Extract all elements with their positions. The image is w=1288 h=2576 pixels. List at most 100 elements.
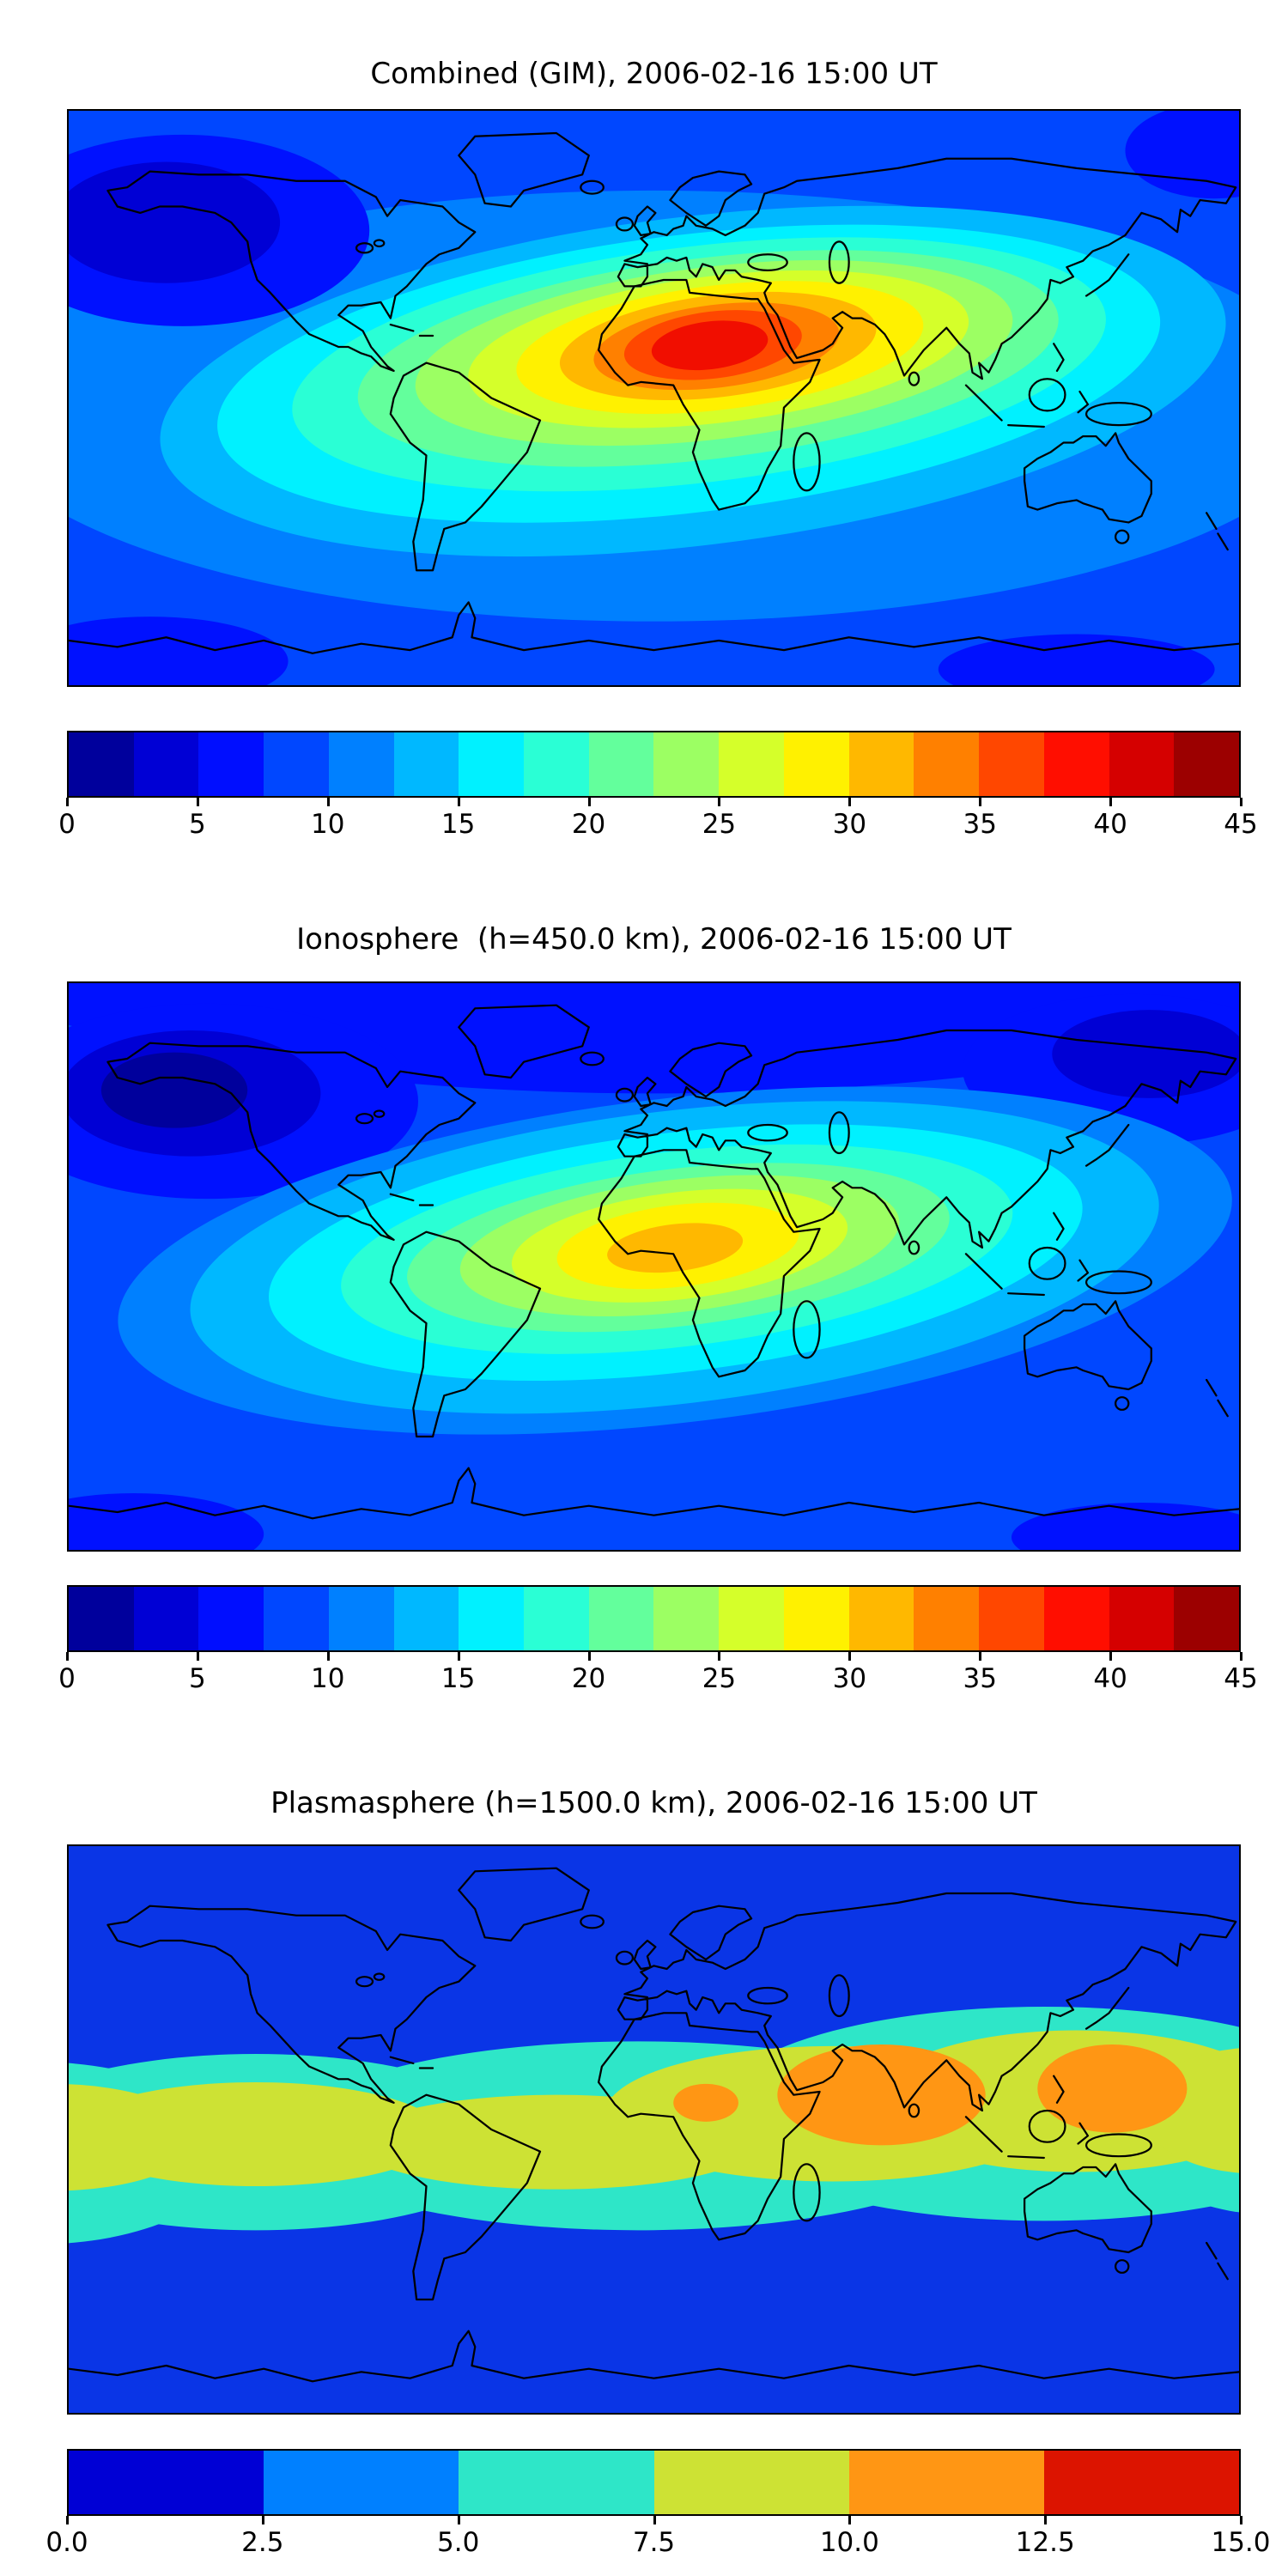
colorbar-segment — [914, 1587, 980, 1650]
colorbar-tick-mark — [1044, 2516, 1048, 2524]
colorbar-tick-mark — [1240, 798, 1242, 806]
map-combined-gim — [67, 109, 1241, 687]
colorbar-segment — [264, 1587, 329, 1650]
colorbar-tick-mark — [718, 1652, 721, 1661]
colorbar-combined-gim — [67, 731, 1241, 798]
equatorial-anomaly-contours — [160, 205, 1226, 557]
colorbar-tick-mark — [653, 2516, 656, 2524]
colorbar-tick-label: 35 — [963, 809, 997, 840]
colorbar-segment — [459, 2451, 654, 2514]
map-plasmasphere — [67, 1844, 1241, 2415]
colorbar-segment — [198, 1587, 264, 1650]
colorbar-tick-mark — [196, 798, 199, 806]
colorbar-segment — [393, 732, 459, 796]
colorbar-segment — [69, 732, 134, 796]
colorbar-tick-label: 25 — [702, 1663, 737, 1694]
colorbar-tick-label: 0 — [58, 809, 76, 840]
colorbar-tick-mark — [326, 1652, 330, 1661]
colorbar-tick-label: 15.0 — [1211, 2527, 1271, 2558]
colorbar-segment — [1043, 2451, 1240, 2514]
colorbar-segment — [1109, 1587, 1175, 1650]
colorbar-tick-mark — [66, 2516, 69, 2524]
colorbar-tick-mark — [196, 1652, 199, 1661]
colorbar-segment — [783, 732, 849, 796]
colorbar-segment — [1043, 732, 1109, 796]
colorbar-segment — [848, 2451, 1044, 2514]
panel-title: Plasmasphere (h=1500.0 km), 2006-02-16 1… — [270, 1786, 1037, 1820]
colorbar-tick-mark — [326, 798, 330, 806]
colorbar-segment — [69, 2451, 264, 2514]
colorbar-tick-mark — [66, 1652, 69, 1661]
colorbar-tick-mark — [848, 1652, 852, 1661]
colorbar-segment — [653, 732, 720, 796]
colorbar-tick-mark — [979, 1652, 982, 1661]
colorbar-segment — [264, 2451, 459, 2514]
colorbar-tick-label: 35 — [963, 1663, 997, 1694]
colorbar-tick-label: 7.5 — [632, 2527, 676, 2558]
colorbar-segment — [848, 732, 914, 796]
colorbar-segment — [524, 1587, 589, 1650]
colorbar-tick-label: 45 — [1224, 1663, 1258, 1694]
colorbar-segment — [979, 1587, 1044, 1650]
colorbar-tick-label: 10.0 — [819, 2527, 879, 2558]
colorbar-tick-label: 45 — [1224, 809, 1258, 840]
colorbar-tick-mark — [587, 798, 591, 806]
colorbar-segment — [719, 1587, 784, 1650]
colorbar-segment — [588, 732, 654, 796]
colorbar-segment — [653, 2451, 849, 2514]
colorbar-tick-label: 40 — [1093, 809, 1127, 840]
map-svg — [69, 111, 1239, 685]
colorbar-segment — [69, 1587, 134, 1650]
colorbar-tick-mark — [66, 798, 69, 806]
colorbar-tick-mark — [1240, 2516, 1242, 2524]
panel-title: Ionosphere (h=450.0 km), 2006-02-16 15:0… — [296, 922, 1012, 957]
colorbar-ticks-ionosphere: 0 5 10 15 20 25 30 35 40 45 — [58, 1652, 1258, 1707]
colorbar-tick-mark — [457, 798, 460, 806]
colorbar-ticks-plasmasphere: 0.0 2.5 5.0 7.5 10.0 12.5 15.0 — [46, 2516, 1271, 2571]
colorbar-tick-mark — [457, 2516, 460, 2524]
plasmasphere-maxima — [673, 2044, 1188, 2146]
colorbar-segment — [653, 1587, 720, 1650]
colorbar-segment — [133, 1587, 199, 1650]
panel-title: Combined (GIM), 2006-02-16 15:00 UT — [370, 57, 938, 91]
colorbar-tick-label: 40 — [1093, 1663, 1127, 1694]
contour-fill-layer — [69, 111, 1239, 685]
colorbar-tick-mark — [457, 1652, 460, 1661]
colorbar-segment — [914, 732, 980, 796]
colorbar-tick-label: 30 — [832, 809, 867, 840]
colorbar-plasmasphere — [67, 2449, 1241, 2516]
colorbar-tick-mark — [1109, 798, 1113, 806]
equatorial-anomaly-contours — [118, 1086, 1232, 1435]
map-ionosphere — [67, 981, 1241, 1552]
colorbar-segment — [264, 732, 329, 796]
colorbar-tick-mark — [261, 2516, 264, 2524]
colorbar-segment — [198, 732, 264, 796]
colorbar-tick-label: 30 — [832, 1663, 867, 1694]
colorbar-segment — [1109, 732, 1175, 796]
colorbar-segment — [133, 732, 199, 796]
contour-fill-layer — [69, 1846, 1239, 2413]
colorbar-tick-label: 15 — [440, 809, 476, 840]
colorbar-tick-label: 5.0 — [437, 2527, 480, 2558]
colorbar-tick-label: 20 — [571, 1663, 606, 1694]
colorbar-tick-label: 25 — [702, 809, 737, 840]
colorbar-tick-mark — [979, 798, 982, 806]
colorbar-segment — [459, 1587, 525, 1650]
colorbar-tick-mark — [1109, 1652, 1113, 1661]
colorbar-segment — [588, 1587, 654, 1650]
colorbar-tick-label: 12.5 — [1015, 2527, 1075, 2558]
colorbar-tick-label: 0.0 — [46, 2527, 88, 2558]
colorbar-tick-label: 20 — [571, 809, 606, 840]
colorbar-segment — [979, 732, 1044, 796]
colorbar-segment — [1043, 1587, 1109, 1650]
colorbar-tick-label: 5 — [189, 1663, 206, 1694]
colorbar-tick-label: 2.5 — [241, 2527, 284, 2558]
colorbar-segment — [393, 1587, 459, 1650]
colorbar-segment — [1174, 1587, 1239, 1650]
colorbar-tick-mark — [848, 798, 852, 806]
colorbar-segment — [1174, 732, 1239, 796]
colorbar-tick-label: 0 — [58, 1663, 76, 1694]
colorbar-segment — [459, 732, 525, 796]
contour-fill-layer — [69, 983, 1239, 1550]
